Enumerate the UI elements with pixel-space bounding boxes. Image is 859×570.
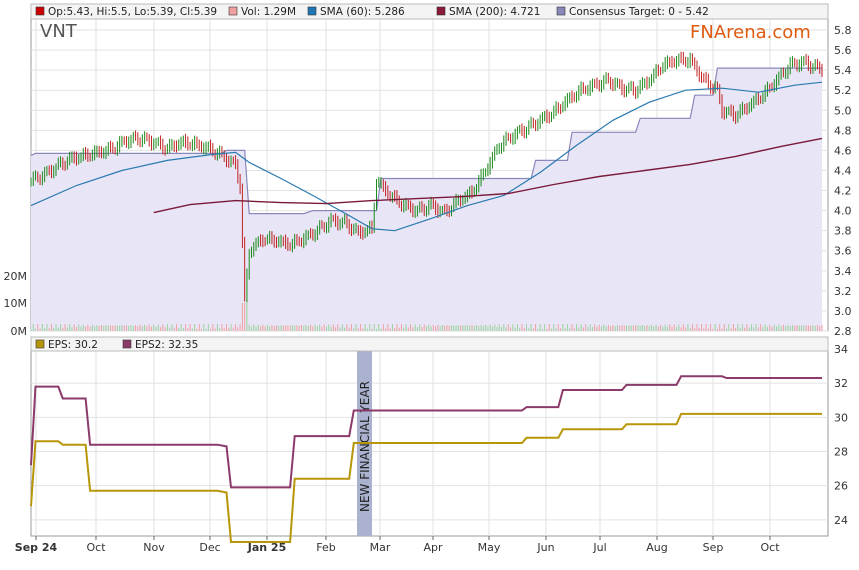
price-tick-label: 2.8	[834, 325, 852, 338]
x-axis-ticks: Sep 24 Oct Nov Dec Jan 25 Feb Mar Apr May Jun Jul A…	[15, 536, 780, 554]
eps-tick-label: 32	[834, 377, 848, 390]
price-legend-swatch	[35, 6, 45, 16]
eps2-line	[30, 375, 822, 489]
x-tick-label: Feb	[316, 541, 335, 554]
volume-tick-label: 10M	[4, 297, 28, 310]
price-tick-label: 5.6	[834, 44, 852, 57]
price-legend-swatch	[556, 6, 566, 16]
price-legend-label: SMA (200): 4.721	[449, 6, 540, 18]
price-tick-label: 4.4	[834, 164, 852, 177]
price-tick-label: 5.0	[834, 104, 852, 117]
price-legend-label: Vol: 1.29M	[241, 6, 296, 18]
price-tick-label: 5.2	[834, 84, 852, 97]
ticker-label: VNT	[40, 21, 78, 42]
price-tick-label: 3.6	[834, 245, 852, 258]
eps-legend-label: EPS2: 32.35	[135, 339, 198, 351]
eps-legend-swatch	[122, 339, 132, 349]
price-tick-label: 5.4	[834, 64, 852, 77]
x-tick-label: Nov	[143, 541, 165, 554]
x-tick-label: Jul	[592, 541, 606, 554]
volume-tick-label: 20M	[4, 270, 28, 283]
x-tick-label: May	[478, 541, 501, 554]
price-tick-label: 3.4	[834, 265, 852, 278]
volume-bars	[30, 303, 823, 331]
volume-axis-ticks: 0M 10M 20M	[4, 270, 28, 338]
eps-legend-swatch	[35, 339, 45, 349]
brand-watermark: FNArena.com	[690, 22, 811, 43]
volume-tick-label: 0M	[11, 325, 28, 338]
eps-legend-label: EPS: 30.2	[48, 339, 98, 351]
eps-tick-label: 28	[834, 446, 848, 459]
price-legend-swatch	[436, 6, 446, 16]
eps-legend-bar	[30, 336, 829, 352]
price-legend: Op:5.43, Hi:5.5, Lo:5.39, Cl:5.39 Vol: 1.…	[30, 3, 829, 20]
x-tick-label: Jun	[536, 541, 554, 554]
x-tick-label: Aug	[646, 541, 667, 554]
x-tick-label: Dec	[199, 541, 220, 554]
x-tick-label: Mar	[370, 541, 391, 554]
x-tick-label: Jan 25	[247, 541, 286, 554]
x-tick-label: Sep	[703, 541, 724, 554]
eps-line	[30, 412, 822, 543]
sma200-line	[153, 137, 823, 214]
price-tick-label: 3.8	[834, 225, 852, 238]
eps-legend: EPS: 30.2 EPS2: 32.35	[30, 336, 829, 352]
eps-tick-label: 24	[834, 514, 848, 527]
price-legend-label: SMA (60): 5.286	[320, 6, 405, 18]
eps-panel	[30, 336, 829, 537]
price-bars	[30, 51, 823, 303]
price-tick-label: 3.0	[834, 305, 852, 318]
price-tick-label: 4.8	[834, 124, 852, 137]
x-tick-label: Oct	[760, 541, 780, 554]
price-legend-label: Op:5.43, Hi:5.5, Lo:5.39, Cl:5.39	[48, 6, 217, 18]
price-tick-label: 4.6	[834, 144, 852, 157]
price-tick-label: 3.2	[834, 285, 852, 298]
new-financial-year-label: NEW FINANCIAL YEAR	[358, 381, 372, 512]
price-legend-label: Consensus Target: 0 - 5.42	[569, 6, 709, 18]
x-tick-label: Apr	[423, 541, 443, 554]
eps-axis-ticks: 24 26 28 30 32 34	[834, 343, 848, 527]
price-axis-ticks: 2.8 3.0 3.2 3.4 3.6 3.8 4.0 4.2 4.4 4.6 4.8 5.0 5.2 5…	[834, 24, 852, 338]
eps-tick-label: 34	[834, 343, 848, 356]
price-tick-label: 4.2	[834, 185, 852, 198]
consensus-target-area	[31, 68, 822, 331]
x-tick-label: Sep 24	[15, 541, 58, 554]
price-legend-swatch	[228, 6, 238, 16]
sma60-line	[30, 81, 823, 232]
eps-tick-label: 26	[834, 480, 848, 493]
price-legend-swatch	[307, 6, 317, 16]
eps-tick-label: 30	[834, 411, 848, 424]
price-tick-label: 5.8	[834, 24, 852, 37]
x-tick-label: Oct	[86, 541, 106, 554]
price-tick-label: 4.0	[834, 205, 852, 218]
